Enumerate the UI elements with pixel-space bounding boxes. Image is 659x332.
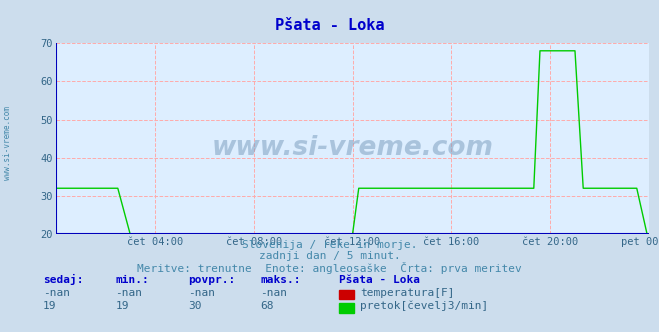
Text: min.:: min.: — [115, 275, 149, 285]
Text: zadnji dan / 5 minut.: zadnji dan / 5 minut. — [258, 251, 401, 261]
Text: 19: 19 — [115, 301, 129, 311]
Text: -nan: -nan — [260, 288, 287, 298]
Text: sedaj:: sedaj: — [43, 274, 83, 285]
Text: www.si-vreme.com: www.si-vreme.com — [3, 106, 13, 180]
Text: pretok[čevelj3/min]: pretok[čevelj3/min] — [360, 301, 489, 311]
Text: www.si-vreme.com: www.si-vreme.com — [212, 135, 494, 161]
Text: -nan: -nan — [43, 288, 70, 298]
Text: temperatura[F]: temperatura[F] — [360, 288, 455, 298]
Text: -nan: -nan — [188, 288, 215, 298]
Text: 19: 19 — [43, 301, 56, 311]
Text: Pšata - Loka: Pšata - Loka — [339, 275, 420, 285]
Text: 30: 30 — [188, 301, 201, 311]
Text: maks.:: maks.: — [260, 275, 301, 285]
Text: Meritve: trenutne  Enote: angleosaške  Črta: prva meritev: Meritve: trenutne Enote: angleosaške Črt… — [137, 262, 522, 274]
Text: -nan: -nan — [115, 288, 142, 298]
Text: 68: 68 — [260, 301, 273, 311]
Text: Slovenija / reke in morje.: Slovenija / reke in morje. — [242, 240, 417, 250]
Text: Pšata - Loka: Pšata - Loka — [275, 18, 384, 33]
Text: povpr.:: povpr.: — [188, 275, 235, 285]
